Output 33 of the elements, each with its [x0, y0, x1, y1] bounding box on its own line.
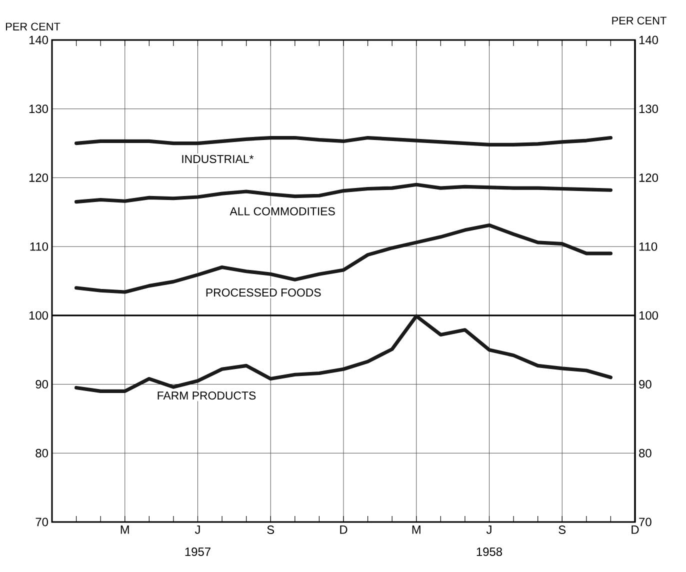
y-tick-label: 90 [36, 380, 48, 389]
y2-tick-label: 140 [639, 36, 658, 44]
line-series [74, 314, 613, 393]
y2-tick-label: 70 [639, 518, 652, 526]
y2-tick-label: 80 [639, 448, 652, 458]
y-tick-label: 140 [29, 36, 48, 44]
x-tick-label: S [558, 526, 566, 534]
series-label: PROCESSED FOODS [206, 288, 321, 297]
y2-tick-label: 90 [639, 380, 652, 389]
y2-tick-label: 100 [639, 311, 658, 320]
x-tick-label: J [194, 526, 200, 534]
y2-axis-title: PER CENT [612, 16, 666, 24]
y-tick-label: 100 [29, 311, 48, 320]
x-tick-label: S [267, 526, 274, 534]
series-label: INDUSTRIAL* [182, 154, 254, 164]
text: 1958 [476, 548, 502, 556]
x-tick-label: M [412, 526, 420, 534]
series-label: ALL COMMODITIES [230, 207, 335, 216]
y-tick-label: 120 [29, 173, 48, 182]
x-tick-label: D [632, 526, 639, 534]
x-tick-label: D [340, 526, 348, 534]
y-tick-label: 80 [36, 448, 48, 458]
y2-tick-label: 120 [639, 173, 658, 182]
y-tick-label: 130 [29, 104, 48, 114]
y-axis-title: PER CENT [6, 22, 60, 30]
x-tick-label: M [120, 526, 129, 534]
y2-tick-label: 110 [639, 242, 658, 251]
y-tick-label: 70 [36, 518, 48, 526]
y2-tick-label: 130 [639, 104, 658, 114]
x-tick-label: J [486, 526, 492, 534]
text: 1957 [185, 548, 210, 556]
series-label: FARM PRODUCTS [158, 391, 256, 400]
y-tick-label: 110 [30, 242, 48, 251]
